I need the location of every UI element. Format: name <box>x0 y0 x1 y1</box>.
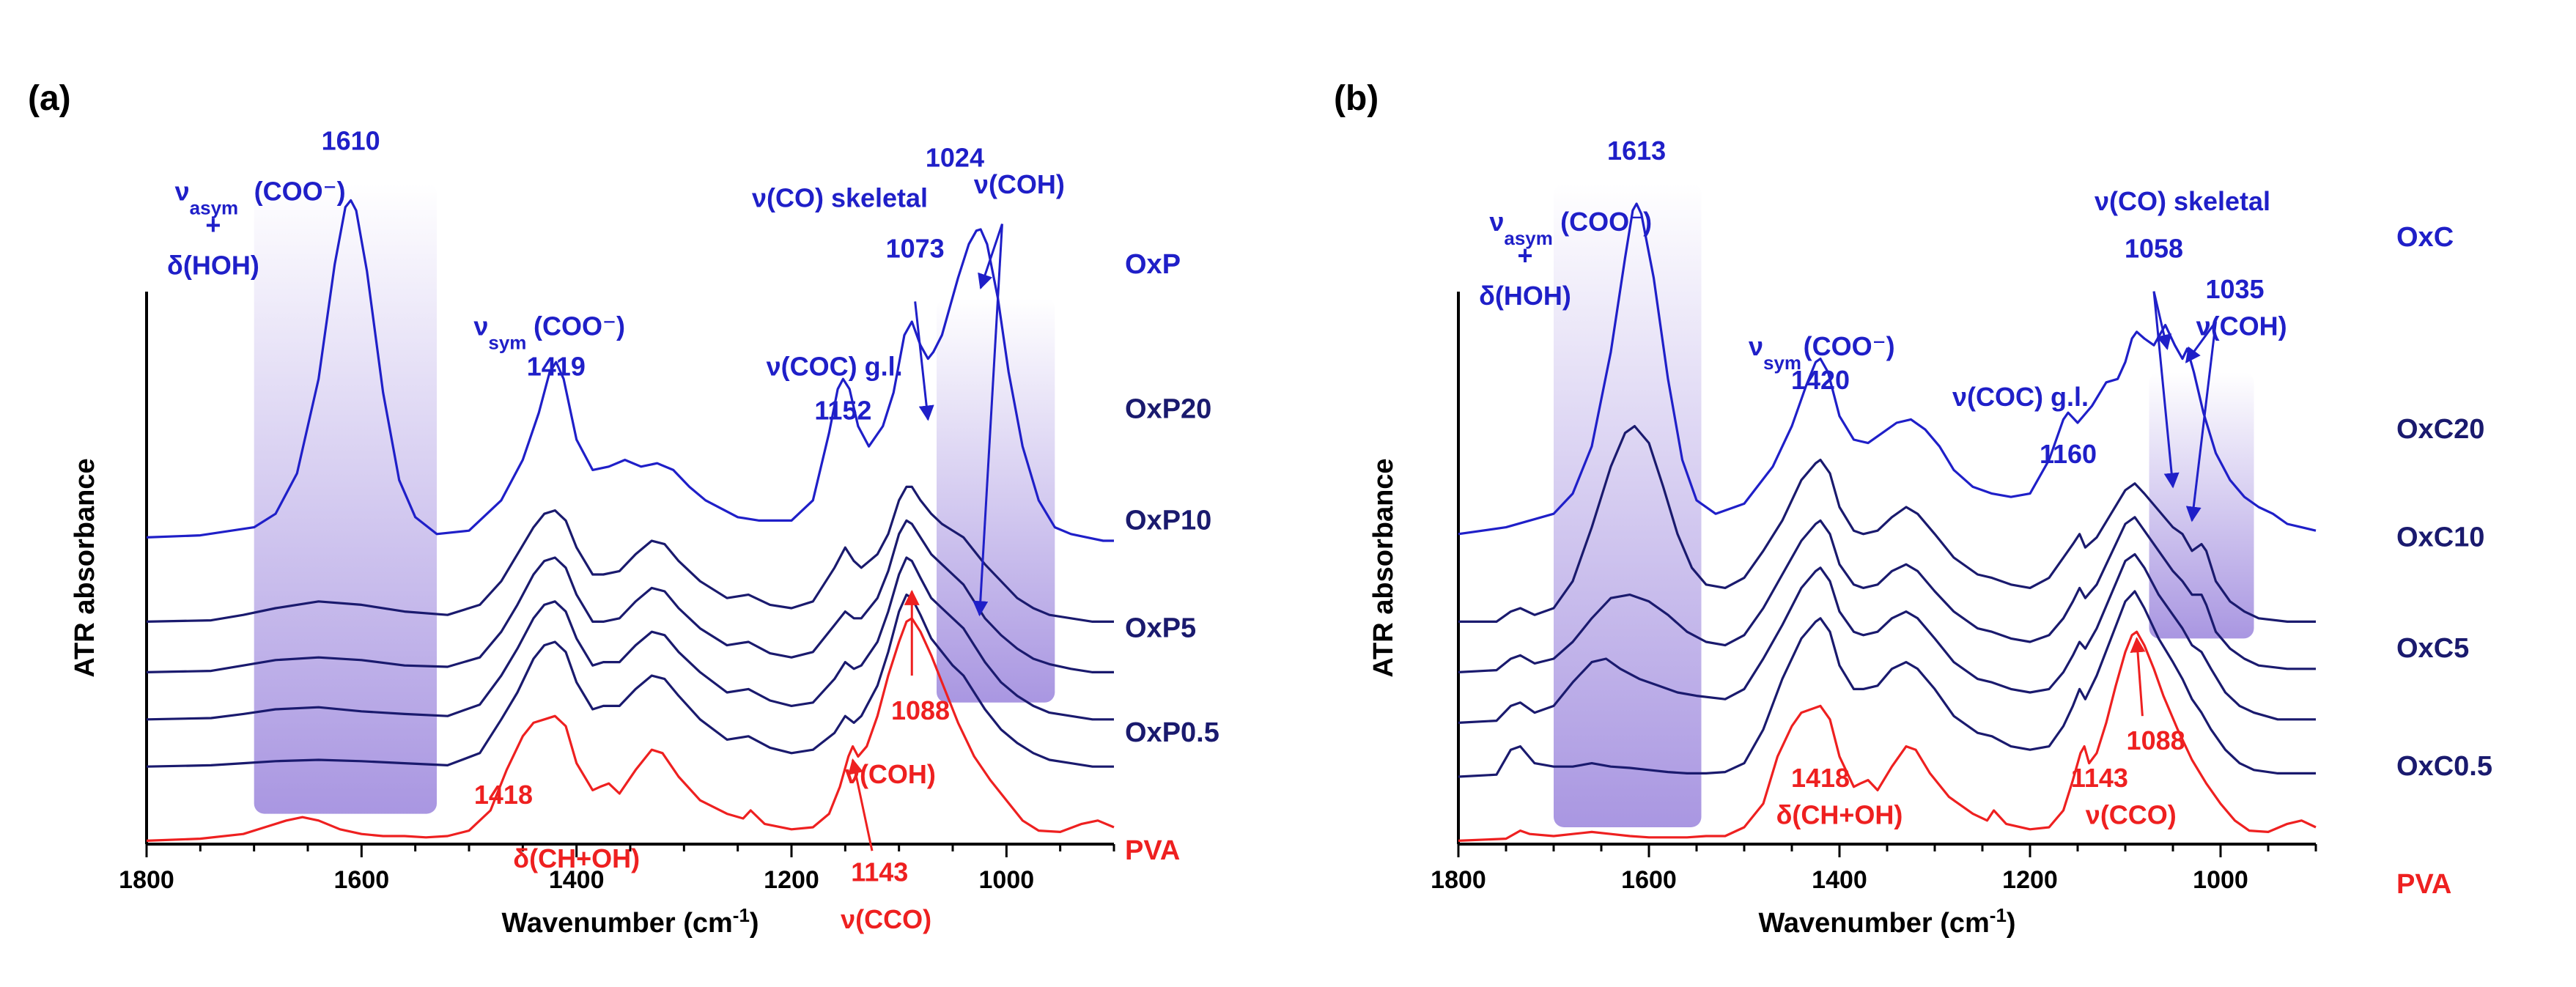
annotation-a-hoh: δ(HOH) <box>167 251 259 281</box>
legend-label-OxP10: OxP10 <box>1125 505 1211 536</box>
series-line-OxP10 <box>146 519 1114 673</box>
annotation-b-1143: 1143 <box>2071 763 2128 793</box>
legend-label-OxC20: OxC20 <box>2396 414 2484 445</box>
annotation-b-1613: 1613 <box>1607 136 1666 166</box>
annotation-b-cco: ν(CCO) <box>2086 799 2177 829</box>
annotation-b-nuasym-base: ν <box>1489 207 1504 237</box>
annotation-a-nusym-rest: (COO⁻) <box>534 311 625 341</box>
panel-label: (a) <box>28 79 71 118</box>
legend-label-OxC10: OxC10 <box>2396 522 2484 552</box>
annotation-b-skeletal: ν(CO) skeletal <box>2095 186 2270 216</box>
highlight-band-1 <box>1554 183 1702 827</box>
annotation-arrow-5 <box>2130 637 2146 717</box>
annotation-b-nuasym-sub: asym <box>1504 227 1553 249</box>
legend-label-PVA: PVA <box>2396 869 2451 900</box>
annotation-arrow-3 <box>2185 321 2217 363</box>
annotation-a-1073: 1073 <box>886 234 945 264</box>
annotation-b-nusym-sub: sym <box>1763 352 1801 374</box>
x-tick-label: 1800 <box>119 866 174 894</box>
annotation-b-nusym-base: ν <box>1749 331 1763 361</box>
legend-label-OxC0.5: OxC0.5 <box>2396 751 2492 782</box>
annotation-b-1418: 1418 <box>1791 763 1850 793</box>
legend-label-OxC5: OxC5 <box>2396 633 2469 664</box>
highlight-band-1 <box>254 183 437 814</box>
annotation-a-1088: 1088 <box>891 695 950 725</box>
annotation-a-1610: 1610 <box>322 125 380 155</box>
annotation-b-nusym-rest: (COO⁻) <box>1804 331 1895 361</box>
annotation-arrow-2 <box>978 223 1003 289</box>
annotation-b-nuasym-rest: (COO⁻) <box>1560 207 1652 237</box>
annotation-a-nusym-sub: sym <box>488 332 526 354</box>
x-axis-label: Wavenumber (cm-1) <box>501 904 759 939</box>
annotation-b-plus: + <box>1517 240 1532 270</box>
annotation-b-1088: 1088 <box>2127 725 2185 755</box>
x-tick-label: 1800 <box>1431 866 1486 894</box>
x-tick-label: 1400 <box>1812 866 1867 894</box>
series-line-OxP5 <box>146 556 1114 721</box>
annotation-a-coh-red: ν(COH) <box>845 759 936 789</box>
x-tick-label: 1200 <box>2002 866 2058 894</box>
series-line-PVA <box>1458 630 2317 842</box>
legend-label-OxP0.5: OxP0.5 <box>1125 717 1219 748</box>
annotation-a-1419: 1419 <box>527 352 586 382</box>
y-axis-label: ATR absorbance <box>70 458 100 677</box>
series-line-OxC0.5 <box>1458 590 2316 778</box>
legend-label-PVA: PVA <box>1125 835 1180 866</box>
legend-label-OxP: OxP <box>1125 249 1181 280</box>
annotation-b-1058: 1058 <box>2125 234 2183 264</box>
annotation-a-coc: ν(COC) g.l. <box>767 352 903 382</box>
x-axis-label: Wavenumber (cm-1) <box>1758 904 2015 939</box>
legend-label-OxP20: OxP20 <box>1125 394 1211 425</box>
legend-label-OxP5: OxP5 <box>1125 613 1196 644</box>
annotation-a-nuasym-rest: (COO⁻) <box>254 176 346 206</box>
annotation-arrow-2 <box>2152 291 2180 489</box>
annotation-a-cco: ν(CCO) <box>841 904 931 934</box>
annotation-b-coh-blue: ν(COH) <box>2196 311 2287 341</box>
annotation-arrow-1 <box>2152 291 2172 350</box>
annotation-a-1418: 1418 <box>474 780 533 810</box>
annotation-arrow-4 <box>2185 321 2217 522</box>
panel-label: (b) <box>1334 79 1379 118</box>
y-axis-label: ATR absorbance <box>1368 458 1399 677</box>
panel-a: 1800 1600 1400 1200 1000 Wavenumber (cm-1) ATR… <box>28 79 1219 939</box>
x-tick-label: 1000 <box>2193 866 2248 894</box>
annotation-a-chOH: δ(CH+OH) <box>513 843 640 873</box>
annotation-a-nuasym-base: ν <box>175 176 190 206</box>
annotation-a-nusym-base: ν <box>473 311 488 341</box>
annotation-a-1143: 1143 <box>851 857 908 887</box>
annotation-a-1024: 1024 <box>926 142 984 172</box>
annotation-a-plus: + <box>205 210 221 240</box>
series-line-OxP20 <box>146 485 1114 623</box>
annotation-b-hoh: δ(HOH) <box>1479 281 1571 311</box>
highlight-band-2 <box>937 297 1055 703</box>
annotation-a-coh-blue: ν(COH) <box>974 169 1065 199</box>
series-line-OxC10 <box>1458 516 2316 673</box>
annotation-b-chOH: δ(CH+OH) <box>1776 799 1903 829</box>
annotation-a-nuasym-sub: asym <box>190 197 239 219</box>
annotation-b-1035: 1035 <box>2205 274 2264 304</box>
annotation-a-skeletal: ν(CO) skeletal <box>752 183 928 213</box>
series-line-OxP <box>146 199 1114 542</box>
series-line-OxP0.5 <box>146 594 1114 768</box>
series-line-OxC5 <box>1458 552 2316 724</box>
series-line-OxC20 <box>1458 425 2316 623</box>
series-line-PVA <box>146 617 1115 842</box>
annotation-b-1420: 1420 <box>1791 365 1850 395</box>
x-tick-label: 1600 <box>334 866 390 894</box>
annotation-b-1160: 1160 <box>2040 439 2097 469</box>
x-tick-label: 1200 <box>764 866 819 894</box>
panel-b: 1800 1600 1400 1200 1000 Wavenumber (cm-1) ATR… <box>1334 79 2492 939</box>
annotation-arrow-1 <box>914 301 934 421</box>
x-tick-label: 1600 <box>1621 866 1677 894</box>
annotation-arrow-3 <box>973 223 1003 617</box>
annotation-arrow-5 <box>848 758 874 851</box>
x-tick-label: 1400 <box>549 866 605 894</box>
x-tick-label: 1000 <box>979 866 1035 894</box>
annotation-b-coc: ν(COC) g.l. <box>1952 382 2089 412</box>
annotation-a-1152: 1152 <box>814 395 871 425</box>
legend-label-OxC: OxC <box>2396 222 2454 253</box>
